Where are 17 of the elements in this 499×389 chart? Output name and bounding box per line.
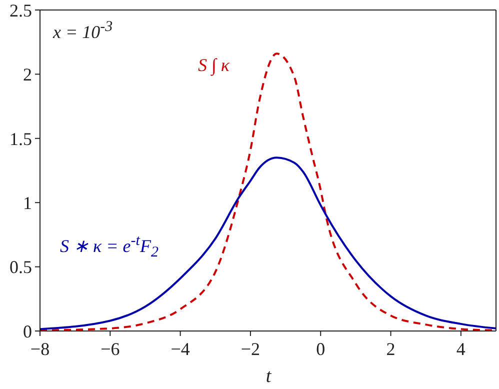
y-tick-label: 2.5 [10,0,32,20]
x-tick-label: 2 [386,338,396,359]
x-tick-label: −2 [240,338,260,359]
y-tick-label: 2 [23,64,32,85]
y-tick-label: 1 [23,192,32,213]
x-tick-label: −4 [170,338,190,359]
series-label: S ∗ κ = e$^{-t}$F$_{2}$ [60,233,158,261]
x-tick-label: −6 [100,338,120,359]
x-tick-label: 4 [456,338,466,359]
y-tick-label: 1.5 [10,128,32,149]
y-tick-label: 0.5 [10,257,32,278]
annotation: x = 10$^{-3}$ [53,19,113,42]
x-tick-label: −8 [30,338,50,359]
x-axis-title: t [266,366,272,387]
y-tick-label: 0 [23,321,32,342]
series-label: S ∫ κ [198,55,230,75]
x-tick-label: 0 [316,338,326,359]
